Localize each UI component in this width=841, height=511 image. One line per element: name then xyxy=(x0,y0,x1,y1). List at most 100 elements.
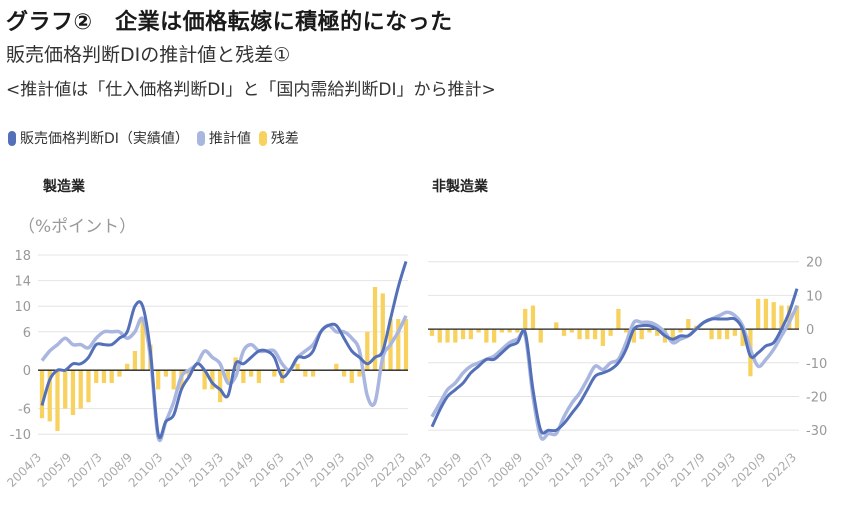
y-tick-label: -30 xyxy=(806,424,827,439)
residual-bar xyxy=(608,329,613,336)
y-tick-label: 10 xyxy=(806,289,823,304)
residual-bar xyxy=(709,329,714,340)
residual-bar xyxy=(530,305,536,330)
chart-note: <推計値は「仕入価格判断DI」と「国内需給判断DI」から推計> xyxy=(6,80,496,100)
residual-bar xyxy=(779,305,784,330)
legend-label-estimate: 推計値 xyxy=(208,131,251,147)
residual-bar xyxy=(365,331,370,371)
residual-bar xyxy=(396,319,401,371)
residual-bar xyxy=(569,329,574,333)
legend-item-estimate: 推計値 xyxy=(196,128,251,148)
residual-bar xyxy=(453,329,458,343)
residual-bar xyxy=(225,370,231,383)
residual-bar xyxy=(101,370,107,383)
legend-swatch-estimate xyxy=(196,130,205,146)
residual-bar xyxy=(437,329,442,343)
legend-label-residual: 残差 xyxy=(270,131,299,147)
y-tick-label: 0 xyxy=(806,323,814,338)
residual-bar xyxy=(156,370,161,390)
residual-bar xyxy=(47,370,52,422)
residual-bar xyxy=(403,319,409,371)
y-tick-label: -10 xyxy=(806,357,827,372)
legend-item-actual: 販売価格判断DI（実績値） xyxy=(8,128,189,148)
residual-bar xyxy=(538,329,543,343)
x-tick-label: 2022/3 xyxy=(759,450,799,490)
residual-bar xyxy=(171,370,176,390)
chart-subtitle: 販売価格判断DIの推計値と残差① xyxy=(6,44,291,66)
panel-title-nonmanufacturing: 非製造業 xyxy=(432,179,488,195)
residual-bar xyxy=(724,329,730,340)
residual-bar xyxy=(310,370,316,377)
residual-bar xyxy=(349,370,354,383)
residual-bar xyxy=(380,293,385,371)
residual-bar xyxy=(763,298,769,330)
residual-bar xyxy=(507,329,512,333)
residual-bar xyxy=(592,329,598,340)
residual-bar xyxy=(484,329,489,343)
residual-bar xyxy=(357,370,362,377)
residual-bar xyxy=(639,329,644,340)
y-tick-label: 6 xyxy=(23,326,31,341)
y-tick-label: 0 xyxy=(23,364,31,379)
residual-bar xyxy=(86,370,91,403)
residual-bar xyxy=(78,370,83,409)
y-tick-label: 10 xyxy=(14,300,31,315)
residual-bar xyxy=(670,329,675,343)
residual-bar xyxy=(468,329,473,340)
residual-bar xyxy=(140,319,145,371)
residual-bar xyxy=(217,370,223,403)
residual-bar xyxy=(476,329,481,333)
residual-bar xyxy=(491,329,497,343)
chart-heading: グラフ② 企業は価格転嫁に積極的になった xyxy=(6,10,453,35)
actual-line xyxy=(430,288,799,435)
residual-bar xyxy=(132,351,138,371)
residual-bar xyxy=(647,329,652,333)
residual-bar xyxy=(523,308,528,330)
y-unit-label: （%ポイント） xyxy=(18,217,137,237)
residual-bar xyxy=(499,329,505,333)
residual-bar xyxy=(616,308,621,330)
y-tick-label: 20 xyxy=(806,256,823,271)
residual-bar xyxy=(686,319,691,330)
residual-bar xyxy=(303,370,308,377)
legend-swatch-actual xyxy=(8,130,16,146)
residual-bar xyxy=(429,329,435,336)
residual-bar xyxy=(202,370,207,390)
residual-bar xyxy=(109,370,114,383)
y-tick-label: -6 xyxy=(18,403,31,418)
residual-bar xyxy=(70,370,76,415)
legend-label-actual: 販売価格判断DI（実績値） xyxy=(20,131,189,147)
residual-bar xyxy=(740,329,745,346)
residual-bar xyxy=(585,329,590,340)
residual-bar xyxy=(756,298,761,330)
residual-bar xyxy=(210,370,215,390)
residual-bar xyxy=(678,329,683,333)
y-tick-label: 14 xyxy=(14,275,31,290)
estimate-line xyxy=(40,315,408,442)
residual-bar xyxy=(787,305,792,330)
residual-bar xyxy=(94,370,99,383)
residual-bar xyxy=(55,370,60,431)
residual-bar xyxy=(117,370,122,377)
panel-title-manufacturing: 製造業 xyxy=(43,179,85,195)
residual-bar xyxy=(717,329,722,340)
residual-bar xyxy=(256,370,261,383)
y-tick-label: -20 xyxy=(806,390,827,405)
residual-bar xyxy=(63,370,68,409)
panel-nonmfg: 20100-10-20-302004/32005/92007/32008/920… xyxy=(394,256,827,490)
residual-bar xyxy=(577,329,582,340)
residual-bar xyxy=(561,329,567,336)
residual-bar xyxy=(655,329,660,336)
residual-bar xyxy=(515,329,520,333)
residual-bar xyxy=(624,329,629,333)
residual-bar xyxy=(39,370,45,419)
legend: 販売価格判断DI（実績値） 推計値 残差 xyxy=(8,128,307,148)
legend-item-residual: 残差 xyxy=(258,128,299,148)
residual-bar xyxy=(771,302,776,330)
y-tick-label: 18 xyxy=(14,249,31,264)
residual-bar xyxy=(372,287,378,371)
residual-bar xyxy=(272,370,277,377)
legend-swatch-residual xyxy=(258,130,267,146)
residual-bar xyxy=(732,329,738,336)
